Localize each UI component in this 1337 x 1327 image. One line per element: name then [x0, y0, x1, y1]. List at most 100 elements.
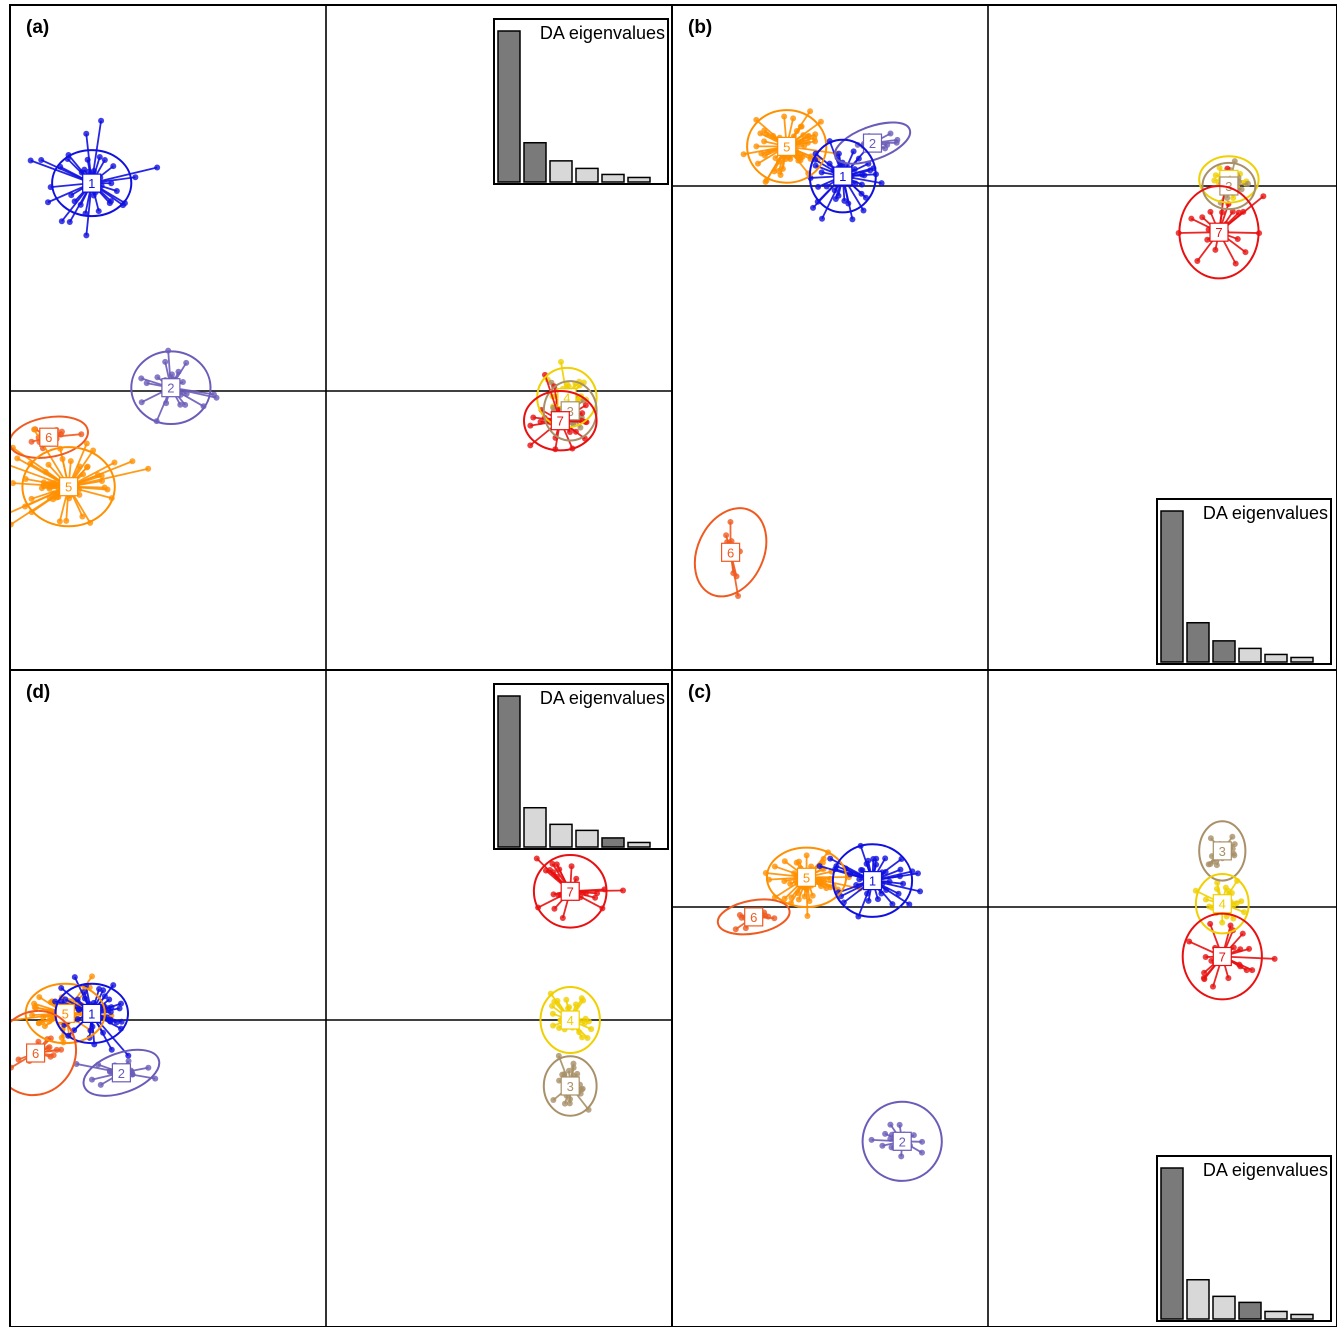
cluster-label-7: 7	[1215, 225, 1222, 240]
point	[740, 151, 747, 158]
point	[874, 896, 881, 903]
point	[864, 890, 871, 897]
point	[27, 157, 34, 164]
point	[129, 458, 136, 465]
point	[81, 166, 88, 173]
point	[154, 164, 161, 171]
ellipse-6	[716, 898, 791, 936]
point	[58, 428, 65, 435]
point	[1207, 835, 1214, 842]
point	[798, 123, 805, 130]
point	[859, 171, 866, 178]
ellipse-1	[54, 982, 129, 1045]
point	[550, 891, 557, 898]
point	[38, 156, 45, 163]
label-box-3	[1212, 841, 1232, 861]
point	[893, 139, 900, 146]
cluster-label-7: 7	[567, 884, 574, 899]
point	[35, 1038, 42, 1045]
point	[113, 1019, 120, 1026]
point	[1241, 909, 1248, 916]
point	[742, 925, 749, 932]
plot-area: 1 2 6 5 437	[10, 5, 672, 670]
point	[579, 410, 586, 417]
panel-label: (b)	[688, 17, 712, 38]
point	[787, 880, 794, 887]
cluster-label-6: 6	[32, 1046, 39, 1061]
panel-frame	[671, 669, 1337, 1327]
point	[804, 913, 811, 920]
point	[873, 855, 880, 862]
point	[572, 1001, 579, 1008]
label-box-2	[862, 133, 883, 153]
panel-label: (c)	[688, 682, 711, 703]
point	[1249, 967, 1256, 974]
cluster-label-7: 7	[557, 414, 564, 429]
point	[51, 480, 58, 487]
label-box-2	[111, 1063, 132, 1083]
eigenvalue-bar	[1186, 1278, 1210, 1320]
point	[83, 232, 90, 239]
point	[805, 132, 812, 139]
point	[810, 204, 817, 211]
point	[1229, 208, 1236, 215]
ellipse-3	[542, 380, 598, 442]
point	[1200, 974, 1207, 981]
point	[559, 914, 566, 921]
point	[36, 994, 43, 1001]
point	[883, 886, 890, 893]
ellipse-1	[831, 843, 914, 918]
point	[1211, 177, 1218, 184]
point	[795, 896, 802, 903]
point	[735, 592, 742, 599]
point	[1224, 195, 1231, 202]
point	[882, 145, 889, 152]
point	[58, 1034, 65, 1041]
point	[1204, 236, 1211, 243]
point	[585, 1018, 592, 1025]
point	[853, 882, 860, 889]
point	[145, 1064, 152, 1071]
point	[566, 1004, 573, 1011]
point	[886, 878, 893, 885]
ellipse-1	[808, 138, 877, 214]
panel-0: 1 2 6 5 437 DA eigenvalues (a)	[9, 4, 673, 671]
point	[63, 517, 70, 524]
point	[1234, 236, 1241, 243]
point	[29, 1012, 36, 1019]
point	[74, 996, 81, 1003]
label-box-5	[58, 477, 79, 497]
label-box-5	[777, 136, 797, 156]
point	[1236, 961, 1243, 968]
eigenvalue-bar	[1290, 1313, 1314, 1320]
point	[566, 428, 573, 435]
point	[182, 401, 189, 408]
point	[108, 180, 115, 187]
point	[557, 358, 564, 365]
scree-frame	[1156, 1155, 1332, 1322]
eigenvalue-bar	[601, 173, 625, 183]
point	[868, 1136, 875, 1143]
scree-title: DA eigenvalues	[1203, 1160, 1328, 1180]
point	[56, 518, 63, 525]
point	[1238, 898, 1245, 905]
eigenvalue-bar	[575, 167, 599, 183]
point	[1219, 919, 1226, 926]
point	[125, 1052, 132, 1059]
ellipse-4	[1198, 155, 1260, 204]
label-box-7	[560, 881, 580, 901]
point	[806, 898, 813, 905]
point	[850, 148, 857, 155]
point	[177, 401, 184, 408]
ellipse-7	[1181, 912, 1263, 1001]
panel-label: (a)	[26, 17, 49, 38]
point	[753, 143, 760, 150]
label-box-6	[26, 1043, 46, 1063]
point	[1222, 884, 1229, 891]
point	[559, 1071, 566, 1078]
point	[83, 440, 90, 447]
point	[1212, 172, 1219, 179]
point	[550, 1022, 557, 1029]
point	[1213, 862, 1220, 869]
